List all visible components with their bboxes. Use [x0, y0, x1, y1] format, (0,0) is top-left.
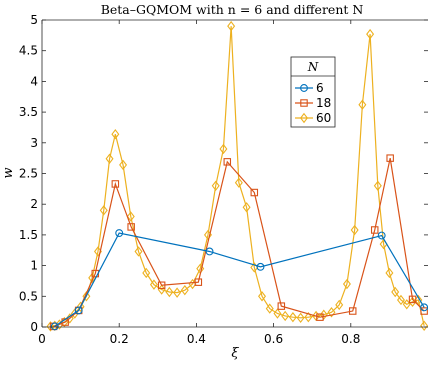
legend-item-6: 6: [295, 81, 324, 95]
data-point-60: [165, 286, 174, 298]
y-tick-label: 4: [30, 74, 38, 88]
data-point-60: [391, 286, 400, 298]
data-point-6: [74, 306, 83, 315]
legend-item-60: 60: [295, 111, 331, 125]
x-tick-label: 0.6: [264, 332, 283, 346]
x-tick-label: 0.4: [187, 332, 206, 346]
data-point-60: [134, 246, 143, 257]
data-point-60: [373, 180, 382, 191]
data-point-60: [142, 267, 151, 279]
data-point-60: [219, 143, 228, 155]
legend-marker-60: [300, 112, 308, 124]
legend-item-18: 18: [295, 96, 331, 110]
x-axis: 0 0.2 0.4 0.6 0.8: [38, 20, 360, 346]
data-point-18: [386, 154, 394, 162]
legend-marker-6: [300, 84, 308, 92]
data-point-18: [348, 307, 357, 315]
data-point-60: [350, 224, 359, 236]
data-point-60: [396, 294, 405, 306]
x-axis-label: ξ: [231, 346, 239, 361]
data-point-18: [370, 226, 379, 234]
data-point-60: [358, 99, 367, 110]
data-point-60: [99, 205, 108, 216]
data-point-18: [157, 281, 166, 289]
data-point-18: [316, 313, 324, 321]
data-point-60: [76, 301, 85, 312]
axis-frame: [41, 19, 428, 328]
y-tick-label: 1.5: [19, 228, 38, 242]
data-point-18: [223, 158, 232, 166]
data-point-60: [265, 303, 274, 314]
x-tick-label: 0.8: [341, 332, 360, 346]
legend-label-18: 18: [316, 96, 331, 110]
data-point-60: [296, 312, 305, 323]
data-point-18: [277, 302, 286, 310]
y-tick-label: 1: [30, 259, 38, 273]
series-line-18: [53, 158, 425, 327]
legend-label-60: 60: [316, 111, 331, 125]
data-point-60: [366, 28, 375, 40]
plot-area: [42, 20, 428, 327]
data-point-60: [342, 278, 351, 290]
data-point-60: [126, 211, 135, 222]
x-tick-label: 0: [38, 332, 46, 346]
y-tick-label: 5: [30, 13, 38, 27]
y-tick-label: 2: [30, 197, 38, 211]
data-point-18: [250, 188, 259, 197]
legend-box: [290, 56, 336, 128]
data-point-60: [304, 311, 313, 323]
data-point-60: [82, 291, 91, 302]
data-point-60: [273, 308, 282, 319]
data-point-60: [242, 202, 251, 213]
data-point-60: [234, 177, 243, 188]
data-point-60: [420, 320, 428, 331]
y-tick-label: 3.5: [19, 105, 38, 119]
data-point-60: [288, 311, 297, 323]
series-line-60: [50, 26, 425, 327]
data-point-60: [319, 309, 328, 320]
y-tick-label: 0.5: [19, 289, 38, 303]
y-axis-label: w: [1, 167, 16, 178]
data-point-18: [127, 223, 135, 231]
data-point-60: [119, 159, 128, 171]
data-point-6: [377, 231, 386, 240]
data-point-60: [385, 267, 394, 279]
data-point-60: [149, 279, 158, 290]
data-point-6: [256, 262, 265, 271]
data-point-18: [420, 307, 428, 315]
y-tick-label: 4.5: [19, 44, 38, 58]
data-point-6: [205, 247, 214, 256]
legend-marker-18: [300, 99, 308, 107]
chart-title: Beta–GQMOM with n = 6 and different N: [101, 2, 364, 17]
data-point-18: [408, 295, 417, 304]
data-point-60: [281, 310, 290, 322]
series-line-6: [54, 232, 425, 327]
data-point-60: [335, 299, 344, 311]
data-point-6: [50, 322, 59, 331]
y-axis: 0 0.5 1 1.5 2 2.5 3 3.5 4 4.5 5: [19, 13, 428, 334]
data-point-60: [111, 129, 120, 140]
data-point-6: [115, 229, 124, 238]
data-point-60: [173, 287, 182, 298]
data-point-60: [227, 20, 236, 32]
data-point-60: [105, 153, 114, 164]
data-point-60: [211, 180, 220, 191]
x-tick-label: 0.2: [110, 332, 129, 346]
data-point-18: [194, 278, 203, 286]
data-point-60: [258, 291, 267, 302]
y-tick-label: 3: [30, 136, 38, 150]
legend-title: N: [307, 60, 319, 74]
series-layer: [46, 20, 428, 332]
legend-label-6: 6: [316, 81, 324, 95]
data-point-60: [180, 284, 189, 296]
data-point-60: [327, 307, 336, 318]
data-point-18: [111, 180, 120, 188]
y-tick-label: 0: [30, 320, 38, 334]
y-tick-label: 2.5: [19, 167, 38, 181]
